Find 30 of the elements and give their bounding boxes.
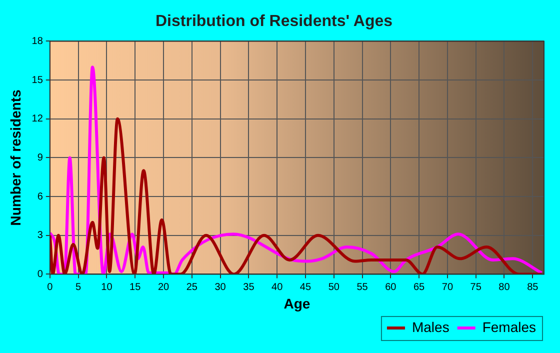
x-tick-label: 5 [76,282,82,293]
y-tick-label: 9 [37,152,44,164]
y-tick-label: 15 [32,74,44,86]
x-tick-label: 65 [414,282,426,293]
x-tick-label: 45 [300,282,312,293]
x-tick-label: 15 [130,282,142,293]
chart-title: Distribution of Residents' Ages [155,13,393,30]
y-axis-title: Number of residents [7,89,24,226]
x-axis-title: Age [284,295,310,312]
x-tick-label: 60 [385,282,397,293]
x-tick-label: 55 [356,282,368,293]
x-tick-label: 85 [527,282,539,293]
x-tick-label: 40 [272,282,284,293]
x-tick-label: 35 [243,282,255,293]
y-tick-label: 18 [32,36,44,47]
x-tick-label: 75 [470,282,482,293]
x-tick-label: 50 [328,282,340,293]
x-tick-label: 10 [101,282,113,293]
x-tick-label: 20 [158,282,170,293]
x-tick-label: 25 [186,282,198,293]
y-tick-label: 6 [37,191,44,202]
legend-label: Males [412,318,450,335]
y-tick-label: 0 [37,268,44,280]
y-tick-label: 12 [32,114,44,125]
x-tick-label: 0 [47,282,54,293]
legend-label: Females [482,318,536,335]
x-tick-label: 30 [214,282,226,293]
x-tick-label: 80 [498,282,510,293]
y-tick-label: 3 [37,230,44,242]
x-tick-label: 70 [442,282,454,293]
